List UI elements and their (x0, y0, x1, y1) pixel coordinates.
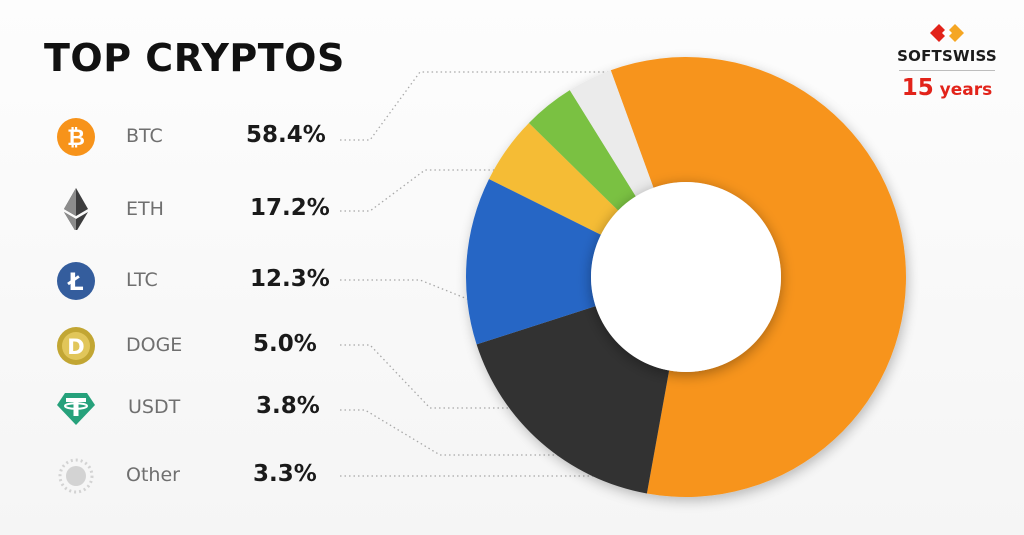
donut-slices (466, 57, 907, 497)
leader-line-doge (340, 344, 585, 409)
ethereum-icon (64, 188, 88, 230)
donut-slice-eth (476, 306, 670, 494)
brand-years: 15 years (895, 75, 999, 101)
brand-block: SOFTSWISS 15 years (895, 22, 999, 101)
donut-slice-doge (489, 122, 619, 235)
other-icon (58, 458, 94, 494)
brand-years-word: years (939, 80, 993, 100)
data-label: 5.0% (253, 331, 317, 357)
brand-name: SOFTSWISS (897, 47, 997, 65)
leader-line-usdt (340, 409, 628, 456)
svg-text:Ł: Ł (66, 268, 83, 296)
legend-row-btc: ₿ BTC 58.4% (0, 112, 400, 162)
data-label: 3.3% (253, 461, 317, 487)
dogecoin-icon: D (57, 327, 95, 365)
legend-row-doge: D DOGE 5.0% (0, 321, 400, 371)
data-label: 3.8% (256, 393, 320, 419)
donut-slice-other (569, 70, 654, 197)
donut-slice-usdt (528, 90, 636, 211)
donut-slice-btc (610, 57, 907, 497)
svg-text:D: D (67, 335, 84, 359)
litecoin-icon: Ł (57, 262, 95, 300)
data-label: 58.4% (246, 122, 326, 148)
data-label: 17.2% (250, 195, 330, 221)
legend-row-other: Other 3.3% (0, 451, 400, 501)
svg-text:₿: ₿ (67, 126, 85, 151)
legend-label: DOGE (126, 334, 183, 356)
brand-divider (899, 70, 995, 71)
softswiss-logo-icon (930, 24, 964, 42)
brand-years-number: 15 (901, 75, 934, 101)
chart-title: TOP CRYPTOS (44, 36, 345, 80)
legend-label: USDT (128, 396, 181, 418)
bitcoin-icon: ₿ (57, 118, 95, 156)
legend-label: LTC (126, 269, 158, 291)
legend-row-ltc: Ł LTC 12.3% (0, 256, 400, 306)
legend-label: BTC (126, 125, 163, 147)
legend-label: Other (126, 464, 180, 486)
legend-row-eth: ETH 17.2% (0, 185, 400, 235)
data-label: 12.3% (250, 266, 330, 292)
leader-line-btc (340, 71, 625, 141)
legend-row-usdt: USDT 3.8% (0, 383, 400, 433)
legend-label: ETH (126, 198, 164, 220)
donut-hole (591, 182, 781, 372)
donut-slice-ltc (466, 179, 601, 345)
leader-line-eth (340, 169, 510, 212)
tether-icon (57, 393, 95, 425)
